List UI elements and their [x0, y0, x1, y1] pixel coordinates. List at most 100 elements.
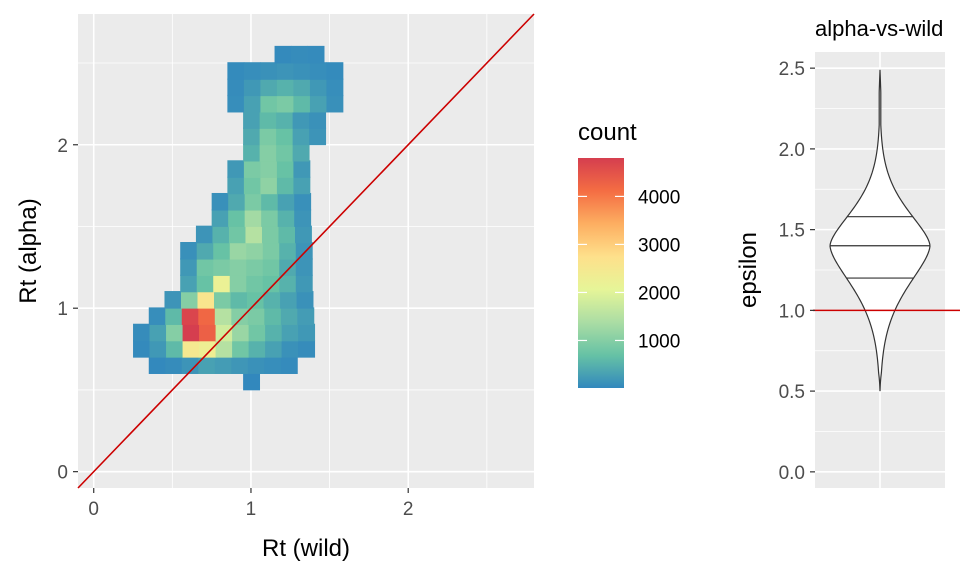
violin-y-axis: 0.0 0.5 1.0 1.5 2.0 2.5	[779, 59, 815, 484]
heatmap-bin	[246, 242, 264, 260]
heatmap-bin	[245, 225, 263, 244]
violin-y-tick-label: 2.5	[779, 59, 805, 80]
heatmap-bin	[264, 356, 282, 374]
heatmap-bin	[213, 242, 231, 260]
y-tick-label: 2	[57, 136, 68, 157]
heatmap-bin	[259, 111, 277, 129]
heatmap-bin	[214, 307, 232, 325]
heatmap-bin	[229, 258, 247, 276]
heatmap-bin	[276, 127, 294, 146]
heatmap-bin	[260, 78, 278, 97]
heatmap-bin	[227, 78, 245, 97]
x-tick-label: 0	[88, 499, 99, 520]
heatmap-bin	[297, 307, 315, 325]
heatmap-bin	[228, 209, 246, 227]
heatmap-bin	[247, 291, 264, 309]
heatmap-panel: 0 1 2 0 1 2 Rt (wild) Rt (alpha)	[15, 13, 535, 562]
heatmap-bin	[215, 323, 233, 342]
heatmap-bin	[296, 291, 314, 309]
heatmap-y-axis: 0 1 2	[57, 136, 78, 484]
heatmap-bin	[148, 356, 166, 374]
heatmap-bin	[247, 356, 265, 374]
heatmap-bin	[295, 242, 313, 260]
heatmap-bin	[246, 258, 264, 276]
heatmap-bin	[276, 111, 294, 129]
heatmap-bin	[276, 143, 294, 162]
heatmap-bin	[213, 258, 231, 276]
heatmap-bin	[166, 340, 183, 358]
heatmap-bin	[260, 160, 278, 178]
heatmap-bin	[243, 127, 261, 146]
violin-y-tick-label: 2.0	[779, 140, 805, 161]
heatmap-bin	[309, 127, 327, 146]
heatmap-bin	[243, 372, 261, 391]
heatmap-bin	[276, 176, 294, 195]
heatmap-bin	[263, 291, 281, 309]
heatmap-bin	[248, 323, 266, 342]
heatmap-bin	[164, 291, 182, 309]
heatmap-bin	[279, 242, 297, 260]
heatmap-bin	[309, 78, 327, 97]
heatmap-bin	[298, 323, 316, 342]
legend-tick-label: 2000	[638, 283, 680, 304]
heatmap-bin	[243, 111, 261, 129]
heatmap-bin	[214, 291, 231, 309]
heatmap-bin	[199, 340, 216, 358]
heatmap-bin	[261, 209, 279, 227]
heatmap-bin	[133, 323, 150, 342]
identity-reference-line	[77, 13, 535, 489]
legend-tick-label: 4000	[638, 187, 680, 208]
heatmap-bin	[265, 323, 283, 342]
heatmap-bin	[148, 307, 166, 325]
heatmap-bin	[295, 258, 313, 276]
violin-y-tick-label: 1.5	[779, 221, 805, 242]
legend-tick-label: 3000	[638, 235, 680, 256]
heatmap-bin	[293, 176, 311, 195]
heatmap-bin	[326, 78, 344, 97]
heatmap-bin	[197, 291, 215, 309]
heatmap-bin	[295, 274, 313, 293]
heatmap-bin	[196, 242, 214, 260]
count-legend: count 1000 2000 3000 4000	[578, 119, 680, 388]
heatmap-bin	[260, 176, 278, 195]
heatmap-bin	[212, 225, 230, 244]
heatmap-bin	[198, 356, 216, 374]
heatmap-bin	[294, 209, 312, 227]
legend-title: count	[578, 119, 637, 146]
heatmap-bin	[280, 356, 298, 374]
heatmap-bin	[166, 323, 183, 342]
heatmap-bin	[292, 127, 310, 146]
heatmap-bin	[265, 340, 283, 358]
heatmap-bin	[199, 323, 216, 342]
heatmap-bin	[259, 127, 277, 146]
x-tick-label: 2	[403, 499, 414, 520]
heatmap-bin	[228, 225, 246, 244]
heatmap-bin	[243, 176, 261, 195]
heatmap-y-axis-title: Rt (alpha)	[15, 198, 42, 303]
heatmap-bin	[279, 274, 297, 293]
heatmap-bin	[180, 242, 198, 260]
heatmap-bin	[243, 160, 261, 178]
heatmap-bin	[227, 160, 245, 178]
heatmap-bin	[196, 258, 214, 276]
heatmap-bin	[276, 94, 294, 113]
violin-panel: 0.0 0.5 1.0 1.5 2.0 2.5 epsilon alpha-vs-wild	[735, 16, 960, 488]
heatmap-bin	[232, 323, 250, 342]
heatmap-bin	[227, 62, 245, 80]
heatmap-bin	[259, 143, 277, 162]
heatmap-bin	[293, 94, 311, 113]
heatmap-bin	[326, 62, 344, 80]
heatmap-bin	[211, 209, 229, 227]
violin-y-tick-label: 0.5	[779, 382, 805, 403]
heatmap-bin	[264, 307, 282, 325]
heatmap-bin	[292, 111, 310, 129]
heatmap-bin	[243, 143, 261, 162]
heatmap-bin	[260, 62, 278, 80]
heatmap-bin	[326, 94, 344, 113]
heatmap-bin	[230, 291, 248, 309]
heatmap-bin	[244, 209, 262, 227]
heatmap-bin	[243, 62, 261, 80]
heatmap-bin	[276, 78, 294, 97]
heatmap-bin	[280, 307, 298, 325]
